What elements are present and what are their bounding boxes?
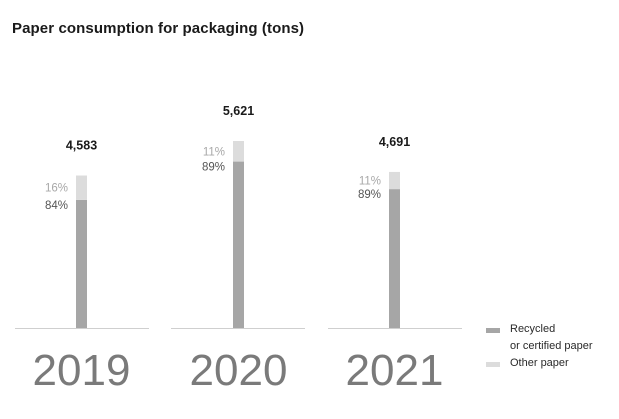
pct-label-recycled-2021: 89%: [358, 189, 381, 201]
legend-item-recycled-cont: or certified paper: [486, 338, 593, 355]
bar-other-2019: [76, 175, 87, 200]
pct-label-other-2020: 11%: [203, 146, 225, 158]
bar-other-2020: [233, 141, 244, 162]
legend-label-other: Other paper: [510, 357, 569, 369]
legend-swatch-recycled: [486, 328, 500, 333]
pct-label-recycled-2020: 89%: [202, 162, 225, 174]
pct-label-recycled-2019: 84%: [45, 200, 68, 212]
total-label-2021: 4,691: [379, 135, 410, 149]
legend-swatch-other: [486, 362, 500, 367]
bar-recycled-2019: [76, 199, 87, 328]
year-label-2021: 2021: [346, 346, 444, 395]
total-label-2020: 5,621: [223, 104, 254, 118]
bar-other-2021: [389, 171, 400, 190]
legend-item-recycled: Recycled: [486, 321, 593, 338]
pct-label-other-2019: 16%: [45, 183, 68, 195]
pct-label-other-2021: 11%: [359, 176, 381, 188]
bar-recycled-2021: [389, 189, 400, 328]
total-label-2019: 4,583: [66, 139, 97, 153]
legend-label-recycled-line1: Recycled: [510, 323, 556, 335]
legend-label-recycled-line2: or certified paper: [510, 340, 593, 352]
year-label-2019: 2019: [33, 346, 131, 395]
bar-recycled-2020: [233, 161, 244, 328]
chart-legend: Recycled or certified paper Other paper: [486, 321, 593, 372]
chart-title: Paper consumption for packaging (tons): [12, 20, 305, 37]
year-label-2020: 2020: [190, 346, 288, 395]
legend-item-other: Other paper: [486, 355, 593, 372]
